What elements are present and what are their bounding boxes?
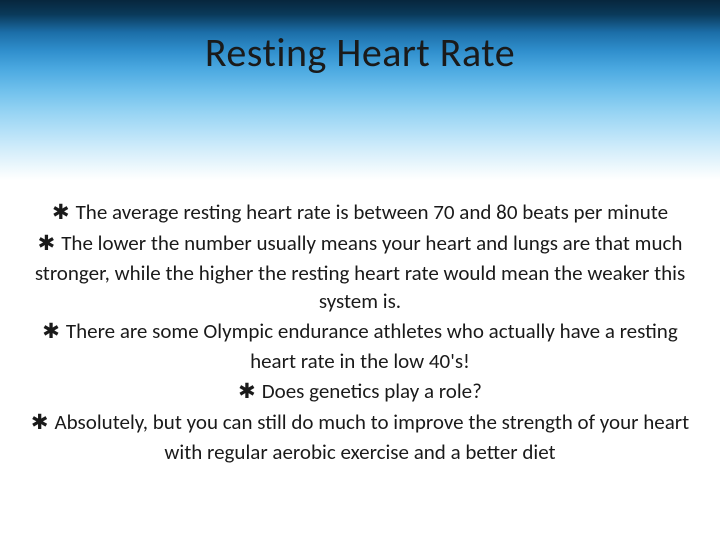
bullet-text: Absolutely, but you can still do much to… <box>54 409 689 464</box>
bullet-text: The average resting heart rate is betwee… <box>76 199 668 225</box>
asterisk-icon: ✱ <box>31 411 49 434</box>
slide: Resting Heart Rate ✱ The average resting … <box>0 0 720 540</box>
bullet-item: ✱The lower the number usually means your… <box>28 229 692 315</box>
asterisk-icon: ✱ <box>238 380 256 403</box>
slide-title: Resting Heart Rate <box>0 28 720 77</box>
bullet-item: ✱ The average resting heart rate is betwe… <box>28 198 692 227</box>
bullet-text: The lower the number usually means your … <box>35 230 685 314</box>
bullet-item: ✱ There are some Olympic endurance athlet… <box>28 317 692 375</box>
asterisk-icon: ✱ <box>42 320 60 343</box>
bullet-item: ✱ Does genetics play a role? <box>28 377 692 406</box>
header-gradient-band <box>0 0 720 180</box>
bullet-item: ✱Absolutely, but you can still do much t… <box>28 408 692 466</box>
slide-body: ✱ The average resting heart rate is betwe… <box>28 198 692 468</box>
bullet-text: There are some Olympic endurance athlete… <box>66 318 678 373</box>
asterisk-icon: ✱ <box>38 232 56 255</box>
bullet-text: Does genetics play a role? <box>262 378 482 404</box>
asterisk-icon: ✱ <box>52 201 70 224</box>
